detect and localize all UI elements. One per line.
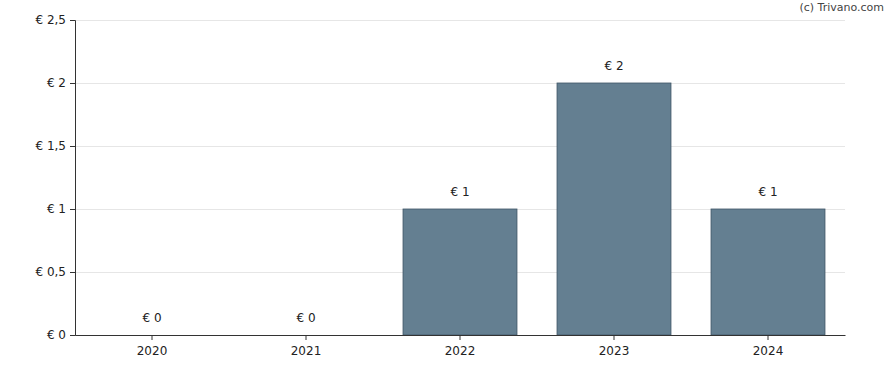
x-tick: 2020 — [137, 335, 168, 358]
data-label: € 1 — [450, 185, 469, 199]
y-tick: € 0,5 — [35, 265, 75, 279]
data-label: € 2 — [604, 59, 623, 73]
x-tick: 2021 — [291, 335, 322, 358]
x-tick-mark — [152, 335, 153, 340]
annotation: (c) Trivano.com — [799, 1, 884, 14]
x-tick: 2022 — [445, 335, 476, 358]
y-tick: € 0 — [47, 328, 75, 342]
y-axis-line — [70, 21, 76, 336]
bar — [711, 209, 825, 335]
data-labels: € 0 € 0 € 1 € 2 € 1 — [142, 59, 777, 325]
y-tick-mark — [70, 335, 75, 336]
bars — [403, 83, 825, 335]
y-tick-label: € 2,5 — [35, 13, 66, 27]
grid-line — [75, 146, 845, 147]
y-tick: € 1,5 — [35, 139, 75, 153]
grid — [75, 21, 845, 336]
x-tick-label: 2024 — [753, 344, 784, 358]
y-tick-label: € 1 — [47, 202, 66, 216]
bar — [403, 209, 517, 335]
y-axis: € 0 € 0,5 € 1 € 1,5 € 2 € 2,5 — [35, 13, 75, 342]
y-tick-mark — [70, 146, 75, 147]
data-label: € 1 — [758, 185, 777, 199]
data-label: € 0 — [142, 311, 161, 325]
x-tick-label: 2022 — [445, 344, 476, 358]
chart: € 0 € 0,5 € 1 € 1,5 € 2 € 2,5 2020 2021 2022 2023… — [0, 0, 888, 370]
y-tick: € 2,5 — [35, 13, 75, 27]
bar — [95, 335, 209, 336]
grid-line — [75, 20, 845, 21]
y-tick: € 1 — [47, 202, 75, 216]
x-tick: 2023 — [599, 335, 630, 358]
x-tick-label: 2023 — [599, 344, 630, 358]
y-tick-label: € 0 — [47, 328, 66, 342]
y-tick-mark — [70, 272, 75, 273]
y-tick-label: € 0,5 — [35, 265, 66, 279]
y-tick-label: € 2 — [47, 76, 66, 90]
x-tick: 2024 — [753, 335, 784, 358]
y-tick-mark — [70, 20, 75, 21]
y-tick: € 2 — [47, 76, 75, 90]
x-tick-mark — [614, 335, 615, 340]
y-tick-mark — [70, 83, 75, 84]
x-tick-mark — [768, 335, 769, 340]
x-tick-mark — [460, 335, 461, 340]
x-tick-label: 2021 — [291, 344, 322, 358]
plot: € 0 € 0,5 € 1 € 1,5 € 2 € 2,5 2020 2021 2022 2023… — [35, 13, 845, 357]
bar — [557, 83, 671, 335]
x-tick-label: 2020 — [137, 344, 168, 358]
x-tick-mark — [306, 335, 307, 340]
y-tick-label: € 1,5 — [35, 139, 66, 153]
x-axis: 2020 2021 2022 2023 2024 — [76, 335, 846, 358]
bar — [249, 335, 363, 336]
y-tick-mark — [70, 209, 75, 210]
data-label: € 0 — [296, 311, 315, 325]
grid-line — [75, 83, 845, 84]
